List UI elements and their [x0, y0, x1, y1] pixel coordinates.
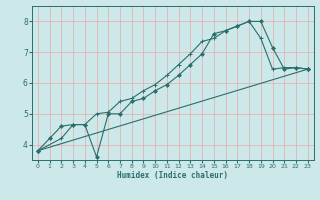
X-axis label: Humidex (Indice chaleur): Humidex (Indice chaleur) — [117, 171, 228, 180]
